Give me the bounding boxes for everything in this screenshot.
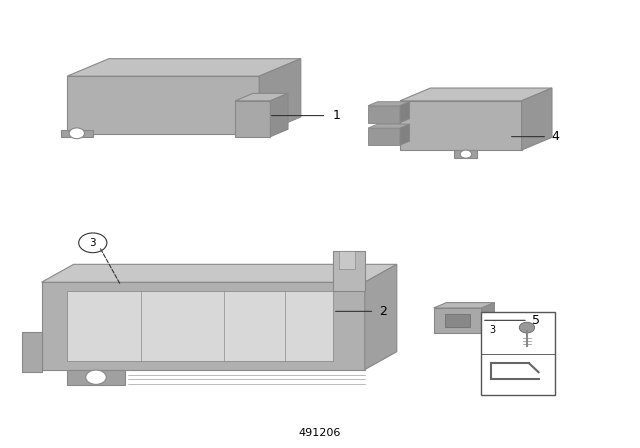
Text: 3: 3 bbox=[90, 238, 96, 248]
Polygon shape bbox=[368, 102, 410, 106]
Text: 5: 5 bbox=[532, 314, 540, 327]
Polygon shape bbox=[400, 102, 410, 123]
Polygon shape bbox=[42, 264, 397, 282]
Text: 491206: 491206 bbox=[299, 428, 341, 438]
Polygon shape bbox=[368, 124, 410, 128]
Polygon shape bbox=[271, 94, 288, 137]
Circle shape bbox=[460, 150, 472, 158]
Polygon shape bbox=[400, 101, 522, 150]
Polygon shape bbox=[67, 291, 333, 361]
Polygon shape bbox=[365, 264, 397, 370]
Polygon shape bbox=[236, 101, 271, 137]
Text: 1: 1 bbox=[333, 109, 340, 122]
Polygon shape bbox=[434, 308, 481, 332]
Polygon shape bbox=[454, 150, 477, 158]
Text: 3: 3 bbox=[489, 326, 495, 336]
Polygon shape bbox=[61, 130, 93, 137]
Circle shape bbox=[86, 370, 106, 384]
Bar bbox=[481, 312, 555, 395]
Circle shape bbox=[79, 233, 107, 253]
Polygon shape bbox=[236, 94, 288, 101]
Polygon shape bbox=[434, 303, 494, 308]
Polygon shape bbox=[22, 332, 42, 372]
Polygon shape bbox=[368, 128, 400, 145]
Polygon shape bbox=[339, 251, 355, 269]
Circle shape bbox=[69, 128, 84, 138]
Polygon shape bbox=[400, 124, 410, 145]
Polygon shape bbox=[67, 370, 125, 385]
Polygon shape bbox=[400, 88, 552, 101]
Text: 2: 2 bbox=[379, 305, 387, 318]
Polygon shape bbox=[67, 59, 301, 76]
Polygon shape bbox=[333, 251, 365, 291]
Polygon shape bbox=[481, 303, 494, 332]
Text: 4: 4 bbox=[552, 130, 559, 143]
Polygon shape bbox=[445, 314, 470, 327]
Polygon shape bbox=[259, 59, 301, 134]
Polygon shape bbox=[42, 282, 365, 370]
Polygon shape bbox=[67, 76, 259, 134]
Polygon shape bbox=[368, 106, 400, 123]
Circle shape bbox=[519, 322, 534, 333]
Polygon shape bbox=[522, 88, 552, 150]
